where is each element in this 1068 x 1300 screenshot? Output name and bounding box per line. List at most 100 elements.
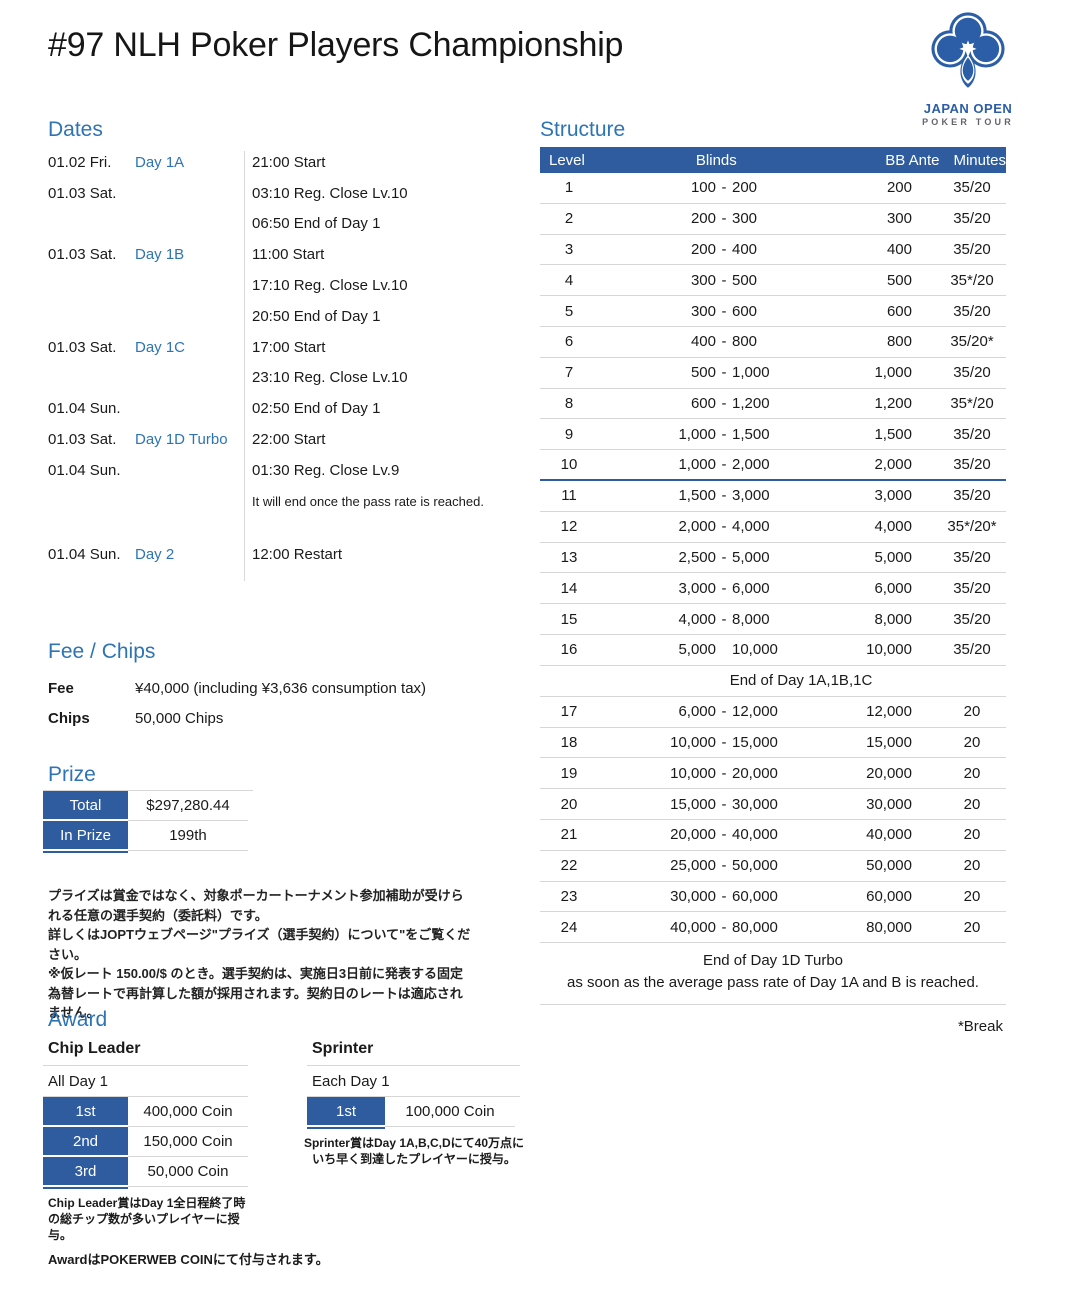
sprinter-row: 1st 100,000 Coin	[307, 1097, 520, 1127]
minutes-cell: 35/20	[953, 548, 991, 566]
level-cell: 16	[560, 641, 578, 659]
end-note-title: End of Day 1D Turbo	[702, 952, 844, 970]
structure-row: 2 200-300 300 35/20	[540, 204, 1006, 235]
big-blind-cell: 1,500	[732, 425, 770, 443]
small-blind-cell: 400	[690, 333, 716, 351]
fee-label: Fee	[48, 679, 74, 697]
bb-ante-cell: 800	[886, 333, 912, 351]
level-cell: 13	[560, 548, 578, 566]
small-blind-cell: 1,000	[678, 456, 716, 474]
event-cell: 03:10 Reg. Close Lv.10	[252, 184, 408, 202]
dates-spacer	[48, 517, 526, 540]
minutes-cell: 35/20	[953, 610, 991, 628]
event-cell: 06:50 End of Day 1	[252, 215, 381, 233]
bb-ante-cell: 1,500	[874, 425, 912, 443]
level-cell: 24	[560, 918, 578, 936]
chip-leader-value-cell: 400,000 Coin	[128, 1097, 248, 1127]
chip-leader-subtitle: All Day 1	[43, 1066, 248, 1097]
dash-cell: -	[721, 887, 727, 905]
minutes-cell: 20	[963, 733, 981, 751]
minutes-cell: 35/20	[953, 641, 991, 659]
chip-leader-rank-cell: 3rd	[43, 1157, 128, 1187]
small-blind-cell: 4,000	[678, 610, 716, 628]
dates-section: Dates 01.02 Fri. Day 1A 21:00 Start 01.03 S…	[48, 118, 526, 581]
date-cell: 01.04 Sun.	[48, 546, 121, 564]
small-blind-cell: 10,000	[670, 764, 716, 782]
dash-cell: -	[721, 210, 727, 228]
sprinter-block: Sprinter Each Day 1 1st 100,000 Coin Spri…	[304, 1040, 524, 1243]
dash-cell: -	[721, 425, 727, 443]
prize-rank-cell: In Prize	[43, 821, 128, 851]
fee-chips-section: Fee / Chips Fee ¥40,000 (including ¥3,63…	[48, 640, 488, 733]
dash-cell: -	[721, 826, 727, 844]
prize-rank-cell: Total	[43, 791, 128, 821]
event-cell: 12:00 Restart	[252, 546, 343, 564]
dates-rows: 01.02 Fri. Day 1A 21:00 Start 01.03 Sat. 03:…	[48, 147, 526, 581]
big-blind-cell: 4,000	[732, 518, 770, 536]
structure-row: 1 100-200 200 35/20	[540, 173, 1006, 204]
structure-row: 23 30,000-60,000 60,000 20	[540, 882, 1006, 913]
logo-text-line2: POKER TOUR	[922, 117, 1014, 127]
small-blind-cell: 300	[690, 271, 716, 289]
level-cell: 1	[564, 179, 574, 197]
level-cell: 20	[560, 795, 578, 813]
bb-ante-cell: 1,000	[874, 364, 912, 382]
minutes-cell: 20	[963, 857, 981, 875]
structure-row: 4 300-500 500 35*/20	[540, 265, 1006, 297]
bb-ante-cell: 2,000	[874, 456, 912, 474]
date-row: 01.03 Sat. Day 1C 17:00 Start	[48, 332, 526, 363]
level-cell: 9	[564, 425, 574, 443]
prize-value-cell: 199th	[128, 821, 248, 851]
structure-row: 13 2,500-5,000 5,000 35/20	[540, 543, 1006, 574]
chips-row: Chips 50,000 Chips	[48, 703, 488, 733]
small-blind-cell: 1,000	[678, 425, 716, 443]
fee-row: Fee ¥40,000 (including ¥3,636 consumptio…	[48, 673, 488, 703]
dash-cell: -	[721, 857, 727, 875]
big-blind-cell: 400	[732, 240, 758, 258]
sprinter-table: 1st 100,000 Coin	[307, 1097, 520, 1127]
big-blind-cell: 15,000	[732, 733, 778, 751]
minutes-cell: 35/20*	[950, 333, 994, 351]
event-cell: 17:00 Start	[252, 338, 326, 356]
date-row: 01.02 Fri. Day 1A 21:00 Start	[48, 147, 526, 178]
structure-row: 21 20,000-40,000 40,000 20	[540, 820, 1006, 851]
minutes-cell: 35/20	[953, 364, 991, 382]
bb-ante-cell: 300	[886, 210, 912, 228]
header-level: Level	[549, 151, 585, 169]
level-cell: 12	[560, 518, 578, 536]
big-blind-cell: 2,000	[732, 456, 770, 474]
dash-cell: -	[721, 548, 727, 566]
minutes-cell: 35*/20*	[947, 518, 997, 536]
level-cell: 14	[560, 579, 578, 597]
prize-heading: Prize	[48, 763, 96, 786]
minutes-cell: 20	[963, 764, 981, 782]
chips-value: 50,000 Chips	[135, 709, 224, 727]
big-blind-cell: 8,000	[732, 610, 770, 628]
big-blind-cell: 10,000	[732, 641, 778, 659]
structure-table-header: Level Blinds BB Ante Minutes	[540, 147, 1006, 173]
dash-cell: -	[721, 579, 727, 597]
structure-row: 5 300-600 600 35/20	[540, 296, 1006, 327]
big-blind-cell: 300	[732, 210, 758, 228]
dates-heading: Dates	[48, 118, 103, 141]
award-footer-note: AwardはPOKERWEB COINにて付与されます。	[48, 1252, 329, 1267]
big-blind-cell: 600	[732, 302, 758, 320]
level-cell: 23	[560, 887, 578, 905]
page-title: #97 NLH Poker Players Championship	[48, 26, 624, 64]
level-cell: 2	[564, 210, 574, 228]
date-cell: 01.03 Sat.	[48, 431, 117, 449]
event-cell: 01:30 Reg. Close Lv.9	[252, 461, 400, 479]
sprinter-note: Sprinter賞はDay 1A,B,C,Dにて40万点にいち早く到達したプレイ…	[303, 1136, 525, 1166]
chips-label: Chips	[48, 709, 90, 727]
date-row: 01.04 Sun. Day 2 12:00 Restart	[48, 540, 526, 571]
structure-row: 11 1,500-3,000 3,000 35/20	[540, 481, 1006, 512]
prize-section: Prize Total $297,280.44 In Prize 199th	[43, 763, 253, 851]
level-cell: 7	[564, 364, 574, 382]
small-blind-cell: 3,000	[678, 579, 716, 597]
chip-leader-rank-cell: 1st	[43, 1097, 128, 1127]
dash-cell: -	[721, 271, 727, 289]
small-blind-cell: 25,000	[670, 857, 716, 875]
prize-row: In Prize 199th	[43, 821, 253, 851]
bb-ante-cell: 10,000	[866, 641, 912, 659]
day-label: Day 1A	[135, 153, 185, 171]
